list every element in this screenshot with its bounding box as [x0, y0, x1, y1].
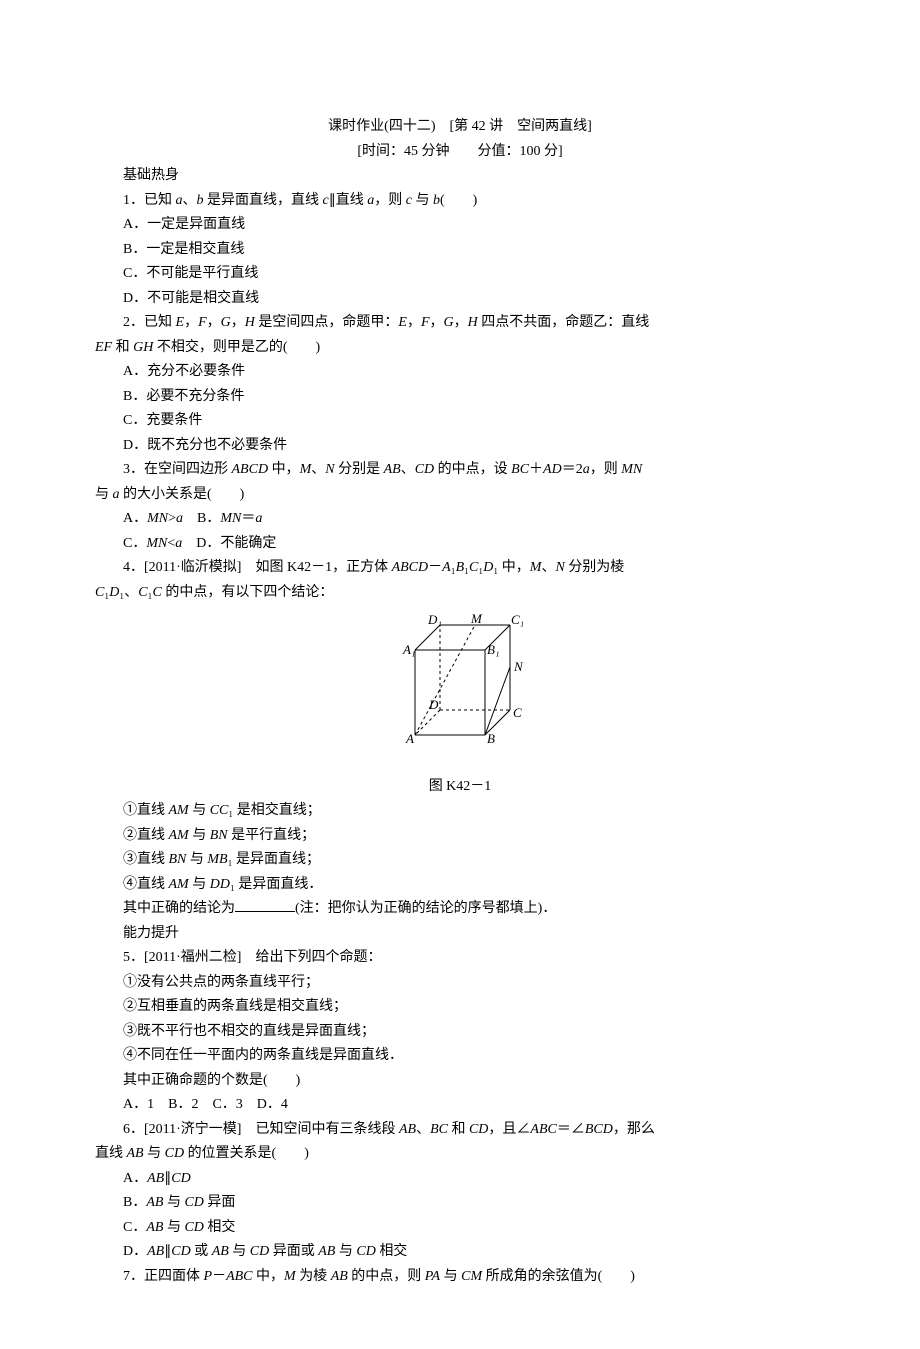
q4-stem-2: C₁D₁、C₁C 的中点，有以下四个结论：	[95, 581, 825, 606]
label-m: M	[470, 611, 483, 626]
q6-option-b: B．AB 与 CD 异面	[95, 1191, 825, 1216]
worksheet-subtitle: [时间：45 分钟 分值：100 分]	[95, 140, 825, 165]
q2-stem-2: EF 和 GH 不相交，则甲是乙的( )	[95, 336, 825, 361]
worksheet-title: 课时作业(四十二) [第 42 讲 空间两直线]	[95, 115, 825, 140]
q4-stem-1: 4．[2011·临沂模拟] 如图 K42－1，正方体 ABCD－A₁B₁C₁D₁…	[95, 556, 825, 581]
figure-caption: 图 K42－1	[95, 775, 825, 800]
q3-option-cd: C．MN<a D．不能确定	[95, 532, 825, 557]
q6-option-d: D．AB∥CD 或 AB 与 CD 异面或 AB 与 CD 相交	[95, 1240, 825, 1265]
q1-option-a: A．一定是异面直线	[95, 213, 825, 238]
q6-option-c: C．AB 与 CD 相交	[95, 1216, 825, 1241]
q1-option-c: C．不可能是平行直线	[95, 262, 825, 287]
q2-stem-1: 2．已知 E，F，G，H 是空间四点，命题甲：E，F，G，H 四点不共面，命题乙…	[95, 311, 825, 336]
q6-option-a: A．AB∥CD	[95, 1167, 825, 1192]
q4-s1: ①直线 AM 与 CC₁ 是相交直线；	[95, 799, 825, 824]
figure-k42-1: A₁ B₁ C₁ D₁ A B C D M N	[95, 610, 825, 770]
q3-stem-2: 与 a 的大小关系是( )	[95, 483, 825, 508]
label-b: B	[487, 731, 495, 746]
q2-option-c: C．充要条件	[95, 409, 825, 434]
section-ability: 能力提升	[95, 922, 825, 947]
label-a: A	[405, 731, 414, 746]
q5-stem: 5．[2011·福州二检] 给出下列四个命题：	[95, 946, 825, 971]
q5-s2: ②互相垂直的两条直线是相交直线；	[95, 995, 825, 1020]
q2-option-a: A．充分不必要条件	[95, 360, 825, 385]
q5-summary: 其中正确命题的个数是( )	[95, 1069, 825, 1094]
label-d1: D₁	[427, 612, 442, 627]
label-d: D	[428, 697, 439, 712]
label-b1: B₁	[487, 642, 499, 657]
q3-option-ab: A．MN>a B．MN＝a	[95, 507, 825, 532]
q5-s1: ①没有公共点的两条直线平行；	[95, 971, 825, 996]
q4-s3: ③直线 BN 与 MB₁ 是异面直线；	[95, 848, 825, 873]
q7-stem: 7．正四面体 P－ABC 中，M 为棱 AB 的中点，则 PA 与 CM 所成角…	[95, 1265, 825, 1290]
q6-stem-1: 6．[2011·济宁一模] 已知空间中有三条线段 AB、BC 和 CD，且∠AB…	[95, 1118, 825, 1143]
q2-option-b: B．必要不充分条件	[95, 385, 825, 410]
q1-option-d: D．不可能是相交直线	[95, 287, 825, 312]
label-n: N	[513, 659, 524, 674]
q5-s4: ④不同在任一平面内的两条直线是异面直线．	[95, 1044, 825, 1069]
q2-option-d: D．既不充分也不必要条件	[95, 434, 825, 459]
q3-stem-1: 3．在空间四边形 ABCD 中，M、N 分别是 AB、CD 的中点，设 BC＋A…	[95, 458, 825, 483]
label-c: C	[513, 705, 522, 720]
section-basic: 基础热身	[95, 164, 825, 189]
label-a1: A₁	[402, 642, 415, 657]
q6-stem-2: 直线 AB 与 CD 的位置关系是( )	[95, 1142, 825, 1167]
q1-stem: 1．已知 a、b 是异面直线，直线 c∥直线 a，则 c 与 b( )	[95, 189, 825, 214]
q4-summary: 其中正确的结论为(注：把你认为正确的结论的序号都填上)．	[95, 897, 825, 922]
q5-s3: ③既不平行也不相交的直线是异面直线；	[95, 1020, 825, 1045]
q1-option-b: B．一定是相交直线	[95, 238, 825, 263]
q4-s4: ④直线 AM 与 DD₁ 是异面直线．	[95, 873, 825, 898]
q4-s2: ②直线 AM 与 BN 是平行直线；	[95, 824, 825, 849]
label-c1: C₁	[511, 612, 524, 627]
q5-options: A．1 B．2 C．3 D．4	[95, 1093, 825, 1118]
